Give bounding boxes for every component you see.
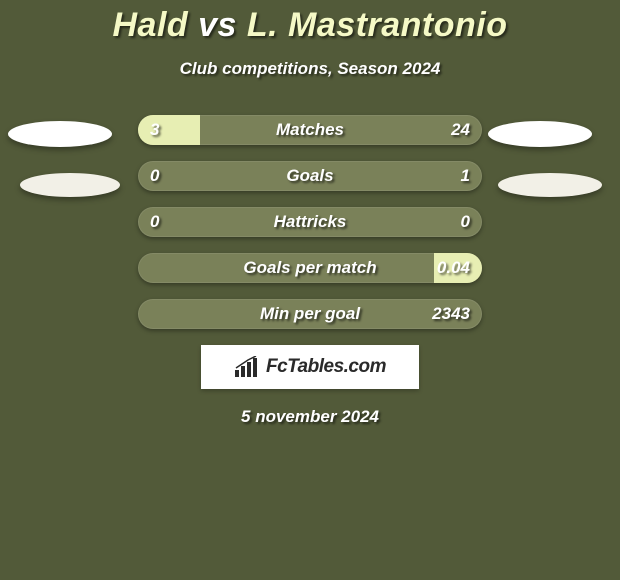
stat-value-right: 0.04 [437, 253, 470, 283]
stat-value-right: 1 [461, 161, 470, 191]
vs-separator: vs [188, 6, 247, 44]
player-right-badge-bottom [498, 173, 602, 197]
player-right-name: L. Mastrantonio [247, 6, 508, 44]
player-left-badge-top [8, 121, 112, 147]
stat-label: Hattricks [138, 207, 482, 237]
stat-fill-left [138, 115, 200, 145]
bars-icon [234, 356, 260, 378]
stat-bar: 0.04Goals per match [138, 253, 482, 283]
comparison-stage: 324Matches01Goals00Hattricks0.04Goals pe… [0, 115, 620, 427]
logo-box: FcTables.com [201, 345, 419, 389]
stat-value-left: 0 [150, 207, 159, 237]
stat-bars: 324Matches01Goals00Hattricks0.04Goals pe… [138, 115, 482, 329]
stat-bar: 0 0Hattricks [138, 207, 482, 237]
stat-bar: 0 1Goals [138, 161, 482, 191]
player-left-badge-bottom [20, 173, 120, 197]
date-text: 5 november 2024 [0, 407, 620, 427]
stat-label: Goals per match [138, 253, 482, 283]
subtitle: Club competitions, Season 2024 [0, 59, 620, 79]
logo-text: FcTables.com [266, 356, 386, 378]
player-left-name: Hald [112, 6, 188, 44]
stat-bar: 2343Min per goal [138, 299, 482, 329]
stat-value-right: 24 [451, 115, 470, 145]
stat-bar: 324Matches [138, 115, 482, 145]
stat-value-right: 0 [461, 207, 470, 237]
page-title: Hald vs L. Mastrantonio [0, 0, 620, 45]
stat-value-right: 2343 [432, 299, 470, 329]
stat-value-left: 3 [150, 115, 159, 145]
player-right-badge-top [488, 121, 592, 147]
stat-label: Goals [138, 161, 482, 191]
stat-value-left: 0 [150, 161, 159, 191]
stat-label: Min per goal [138, 299, 482, 329]
